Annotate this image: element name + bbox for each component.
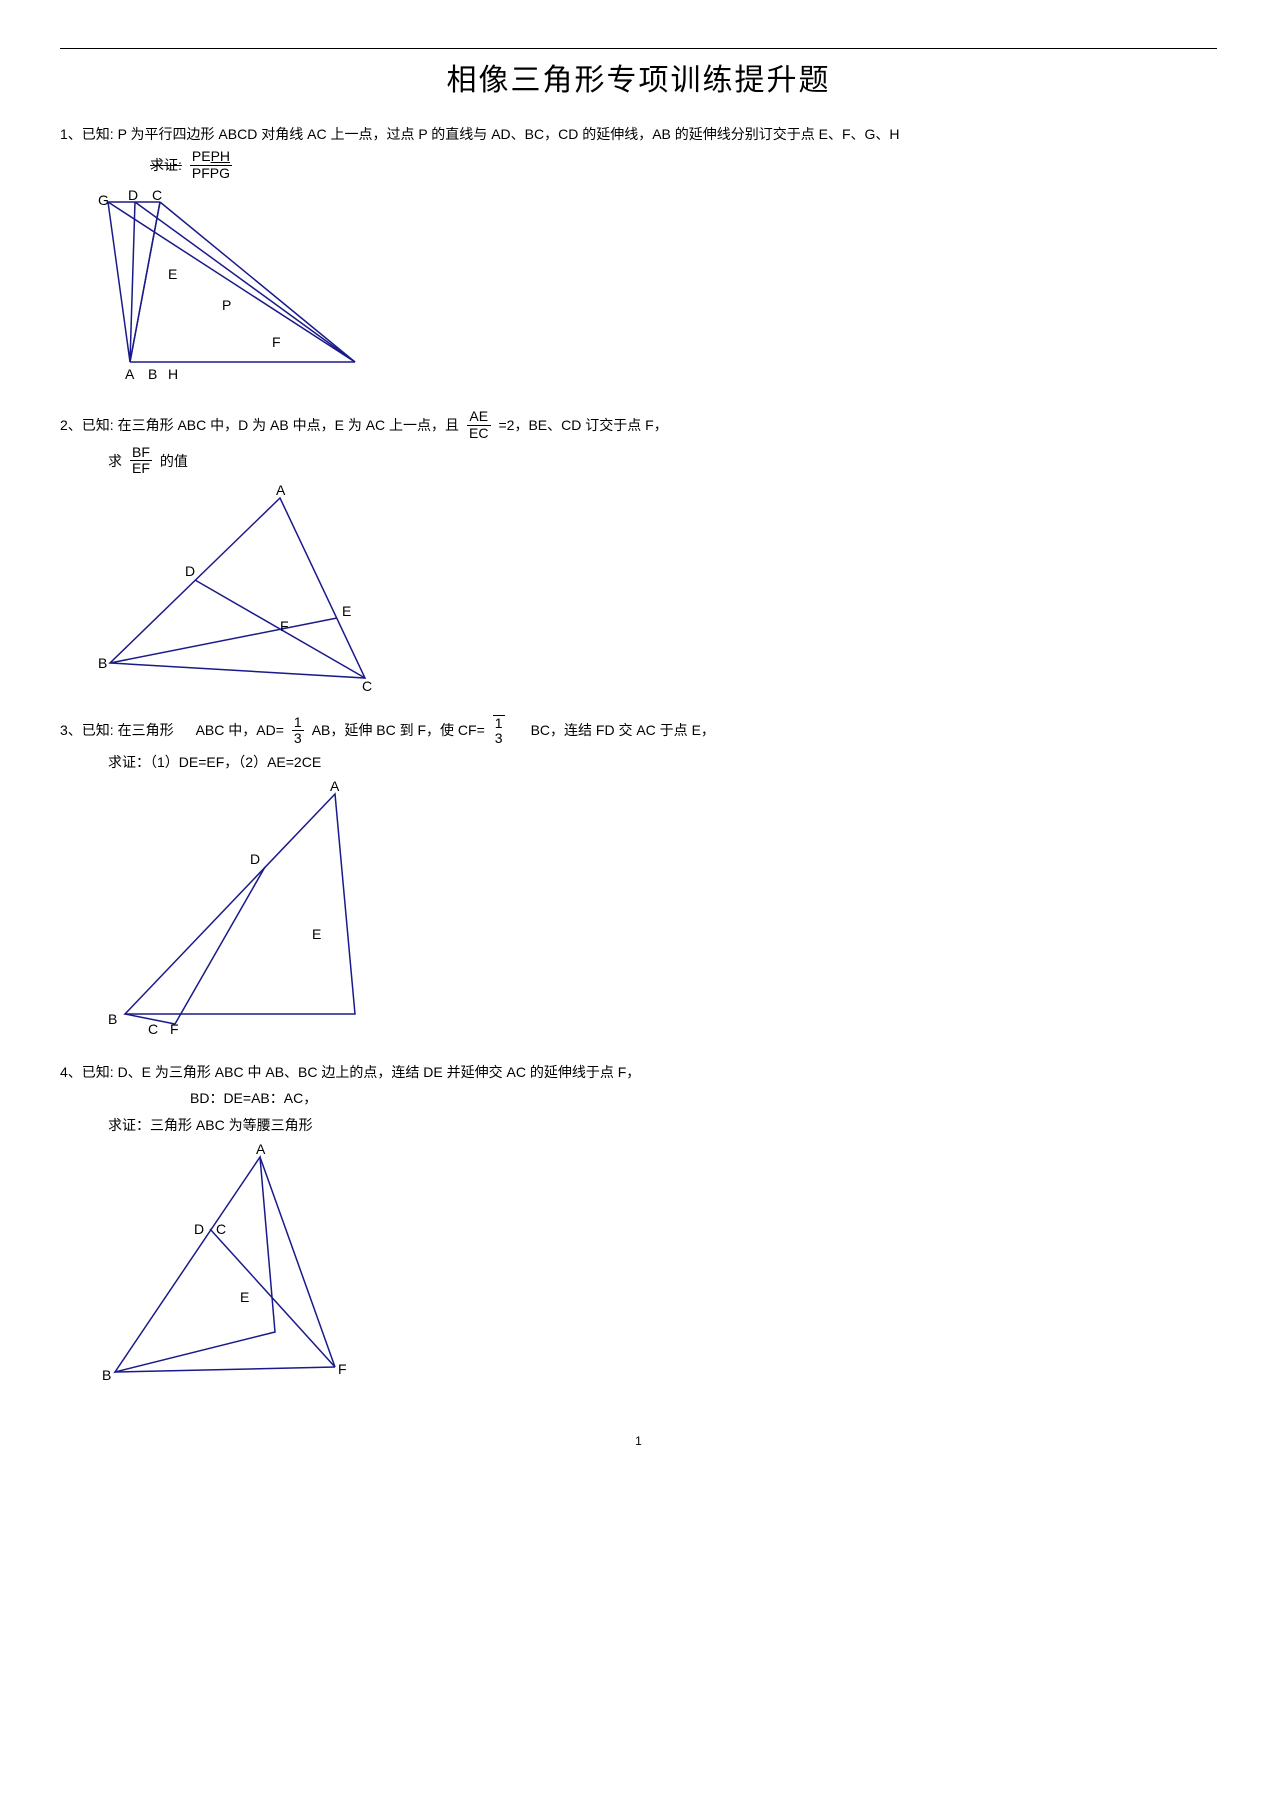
p3-frac1: 1 3 — [292, 715, 304, 747]
p1-frac: PEPH PFPG — [190, 149, 232, 181]
p2-frac1: AE EC — [467, 409, 490, 441]
svg-text:H: H — [168, 366, 178, 382]
svg-text:D: D — [250, 851, 260, 867]
svg-text:F: F — [272, 334, 281, 350]
svg-text:C: C — [148, 1021, 158, 1037]
svg-text:A: A — [256, 1142, 266, 1157]
svg-text:A: A — [125, 366, 135, 382]
problem-1: 1、已知: P 为平行四边形 ABCD 对角线 AC 上一点，过点 P 的直线与… — [60, 123, 1217, 387]
svg-text:C: C — [152, 187, 162, 203]
svg-text:D: D — [128, 187, 138, 203]
p3-line1: 3、已知: 在三角形 ABC 中，AD= 1 3 AB，延伸 BC 到 F，使 … — [60, 715, 1217, 747]
p1-prove-label: 求证: — [150, 154, 182, 176]
svg-text:P: P — [222, 297, 231, 313]
problem-3: 3、已知: 在三角形 ABC 中，AD= 1 3 AB，延伸 BC 到 F，使 … — [60, 715, 1217, 1039]
problem-2: 2、已知: 在三角形 ABC 中，D 为 AB 中点，E 为 AC 上一点，且 … — [60, 409, 1217, 693]
svg-text:C: C — [362, 678, 372, 693]
p4-line1: 4、已知: D、E 为三角形 ABC 中 AB、BC 边上的点，连结 DE 并延… — [60, 1061, 1217, 1083]
svg-text:D: D — [194, 1221, 204, 1237]
svg-text:E: E — [342, 603, 351, 619]
svg-text:G: G — [98, 192, 109, 208]
svg-text:E: E — [240, 1289, 249, 1305]
p4-figure: A B C D E F — [90, 1142, 360, 1392]
svg-text:F: F — [170, 1021, 179, 1037]
svg-text:B: B — [148, 366, 157, 382]
p4-line3: 求证：三角形 ABC 为等腰三角形 — [60, 1114, 1217, 1136]
svg-text:E: E — [168, 266, 177, 282]
p1-figure: G D C E P F A B H — [90, 187, 380, 387]
p3-figure: A B C F D E — [90, 779, 400, 1039]
p2-line1: 2、已知: 在三角形 ABC 中，D 为 AB 中点，E 为 AC 上一点，且 … — [60, 409, 1217, 441]
svg-text:A: A — [330, 779, 340, 794]
svg-text:A: A — [276, 483, 286, 498]
svg-text:B: B — [102, 1367, 111, 1383]
svg-text:E: E — [312, 926, 321, 942]
p3-line2: 求证：（1）DE=EF，（2）AE=2CE — [60, 751, 1217, 773]
p4-line2: BD：DE=AB：AC， — [60, 1087, 1217, 1109]
svg-text:F: F — [338, 1361, 347, 1377]
p3-frac2: 1 3 — [493, 715, 505, 747]
p2-line2: 求 BF EF 的值 — [60, 445, 1217, 477]
page-number: 1 — [60, 1432, 1217, 1451]
svg-text:C: C — [216, 1221, 226, 1237]
p2-figure: A B C D E F — [90, 483, 420, 693]
p1-prove: 求证: PEPH PFPG — [60, 149, 1217, 181]
p2-frac2: BF EF — [130, 445, 152, 477]
svg-text:B: B — [98, 655, 107, 671]
page-title: 相像三角形专项训练提升题 — [60, 57, 1217, 105]
top-rule — [60, 48, 1217, 49]
p1-text: 1、已知: P 为平行四边形 ABCD 对角线 AC 上一点，过点 P 的直线与… — [60, 123, 1217, 145]
problem-4: 4、已知: D、E 为三角形 ABC 中 AB、BC 边上的点，连结 DE 并延… — [60, 1061, 1217, 1392]
svg-text:D: D — [185, 563, 195, 579]
svg-text:B: B — [108, 1011, 117, 1027]
svg-text:F: F — [280, 618, 289, 634]
